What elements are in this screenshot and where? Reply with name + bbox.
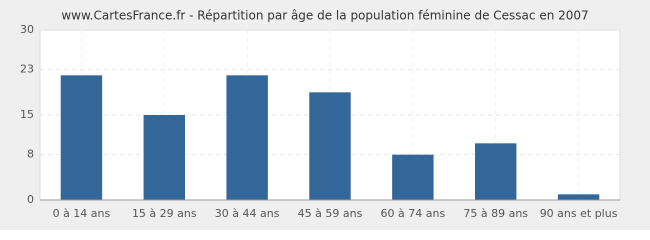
y-tick-label: 0 xyxy=(27,193,34,206)
chart-title: www.CartesFrance.fr - Répartition par âg… xyxy=(61,9,588,23)
y-tick-label: 15 xyxy=(20,108,34,121)
bar xyxy=(557,194,600,200)
bar xyxy=(309,92,351,200)
bar xyxy=(143,115,185,200)
bar xyxy=(475,143,517,200)
x-tick-label: 30 à 44 ans xyxy=(215,207,280,220)
bar xyxy=(60,75,103,200)
y-tick-label: 23 xyxy=(20,63,34,76)
y-tick-label: 8 xyxy=(27,148,34,161)
bar xyxy=(226,75,268,200)
x-tick-label: 15 à 29 ans xyxy=(132,207,197,220)
x-tick-label: 60 à 74 ans xyxy=(381,207,446,220)
x-tick-label: 45 à 59 ans xyxy=(298,207,363,220)
y-tick-label: 30 xyxy=(20,23,34,36)
x-tick-label: 90 ans et plus xyxy=(540,207,618,220)
bar xyxy=(392,154,434,200)
x-tick-label: 0 à 14 ans xyxy=(53,207,111,220)
chart: www.CartesFrance.fr - Répartition par âg… xyxy=(0,0,650,230)
x-tick-label: 75 à 89 ans xyxy=(463,207,528,220)
